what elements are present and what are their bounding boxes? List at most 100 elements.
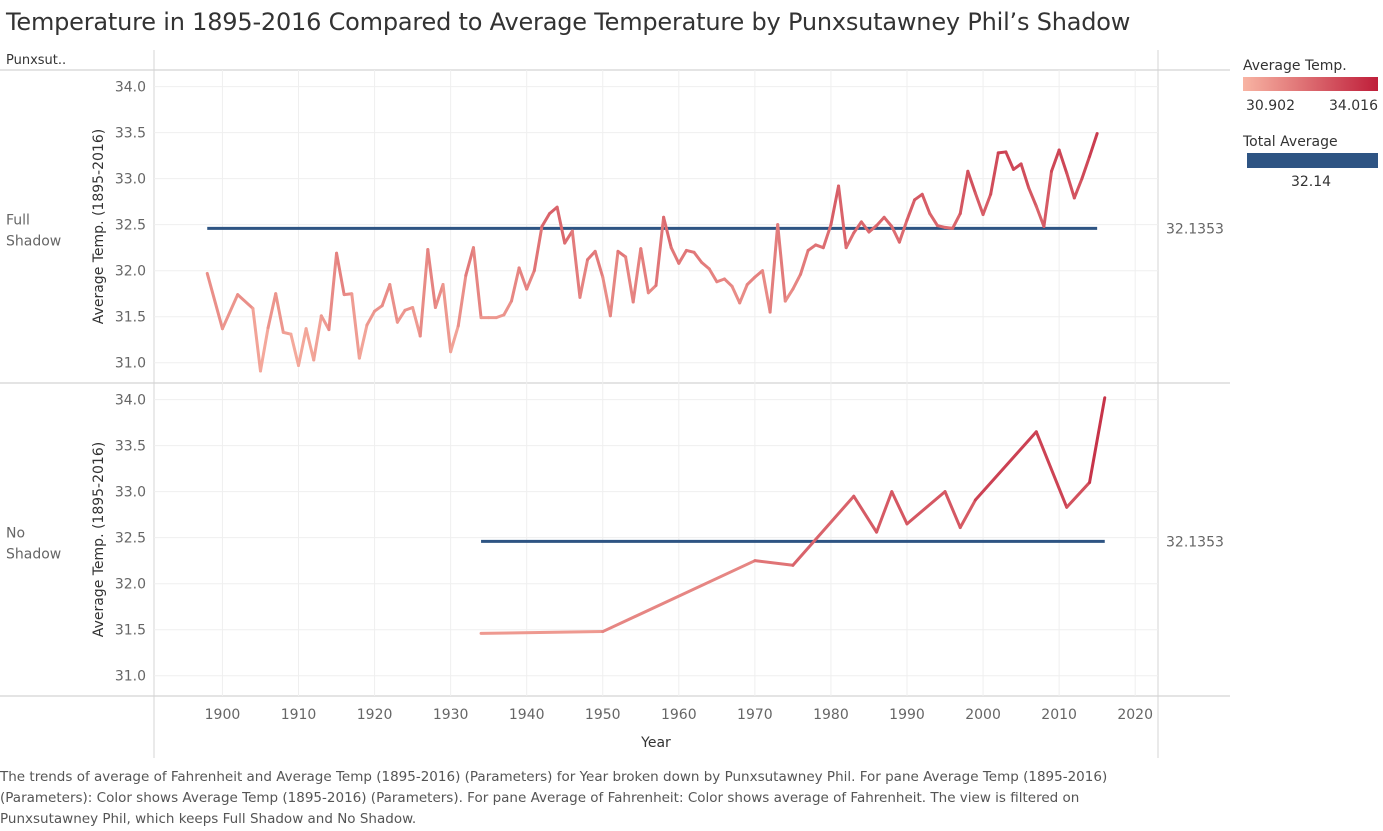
temperature-line-segment[interactable] bbox=[1088, 396, 1107, 484]
temperature-line-segment[interactable] bbox=[760, 269, 772, 314]
temperature-line-segment[interactable] bbox=[867, 224, 879, 234]
temperature-line-segment[interactable] bbox=[1034, 430, 1069, 509]
temperature-line-segment[interactable] bbox=[220, 293, 240, 331]
temperature-line-segment[interactable] bbox=[859, 220, 871, 234]
temperature-line-segment[interactable] bbox=[677, 248, 688, 265]
temperature-line-segment[interactable] bbox=[532, 225, 544, 273]
temperature-line-segment[interactable] bbox=[1065, 480, 1092, 509]
temperature-line-segment[interactable] bbox=[236, 293, 255, 310]
temperature-line-segment[interactable] bbox=[821, 223, 833, 250]
temperature-line-segment[interactable] bbox=[890, 490, 909, 526]
temperature-line-segment[interactable] bbox=[297, 327, 308, 368]
temperature-line-segment[interactable] bbox=[616, 249, 628, 259]
temperature-line-segment[interactable] bbox=[327, 251, 339, 332]
temperature-line-segment[interactable] bbox=[373, 304, 384, 313]
temperature-line-segment[interactable] bbox=[662, 215, 673, 250]
temperature-line-segment[interactable] bbox=[449, 324, 460, 354]
temperature-line-segment[interactable] bbox=[266, 292, 278, 330]
temperature-line-segment[interactable] bbox=[776, 223, 787, 303]
temperature-line-segment[interactable] bbox=[350, 292, 361, 360]
temperature-line-segment[interactable] bbox=[958, 169, 970, 216]
temperature-line-segment[interactable] bbox=[791, 272, 803, 291]
temperature-line-segment[interactable] bbox=[1065, 171, 1076, 200]
temperature-line-segment[interactable] bbox=[365, 309, 377, 327]
temperature-line-segment[interactable] bbox=[852, 494, 879, 534]
temperature-line-segment[interactable] bbox=[258, 326, 270, 373]
temperature-line-segment[interactable] bbox=[905, 490, 947, 526]
temperature-line-segment[interactable] bbox=[768, 223, 780, 314]
temperature-line-segment[interactable] bbox=[441, 282, 453, 354]
temperature-line-segment[interactable] bbox=[745, 275, 757, 286]
temperature-line-segment[interactable] bbox=[829, 184, 841, 227]
temperature-line-segment[interactable] bbox=[570, 229, 582, 299]
temperature-line-segment[interactable] bbox=[426, 248, 437, 310]
temperature-line-segment[interactable] bbox=[304, 327, 316, 362]
temperature-line-segment[interactable] bbox=[578, 258, 590, 299]
temperature-line-segment[interactable] bbox=[654, 215, 666, 287]
temperature-line-segment[interactable] bbox=[388, 282, 399, 324]
temperature-line-segment[interactable] bbox=[555, 205, 567, 245]
temperature-line-segment[interactable] bbox=[753, 559, 795, 567]
temperature-line-segment[interactable] bbox=[601, 275, 612, 318]
temperature-line-segment[interactable] bbox=[722, 277, 734, 288]
temperature-line-segment[interactable] bbox=[1019, 162, 1031, 190]
temperature-line-segment[interactable] bbox=[593, 249, 605, 279]
temperature-line-segment[interactable] bbox=[981, 192, 993, 217]
temperature-line-segment[interactable] bbox=[639, 247, 650, 295]
temperature-line-segment[interactable] bbox=[692, 250, 704, 264]
temperature-line-segment[interactable] bbox=[608, 249, 620, 318]
temperature-line-segment[interactable] bbox=[806, 243, 818, 252]
temperature-line-segment[interactable] bbox=[274, 292, 285, 334]
temperature-line-segment[interactable] bbox=[966, 169, 977, 195]
temperature-line-segment[interactable] bbox=[707, 267, 719, 284]
temperature-line-segment[interactable] bbox=[601, 559, 757, 634]
temperature-line-segment[interactable] bbox=[890, 225, 901, 244]
temperature-line-segment[interactable] bbox=[973, 191, 985, 217]
temperature-line-segment[interactable] bbox=[989, 151, 1000, 196]
temperature-line-segment[interactable] bbox=[669, 246, 681, 265]
temperature-line-segment[interactable] bbox=[897, 218, 909, 244]
temperature-line-segment[interactable] bbox=[837, 184, 848, 250]
temperature-line-segment[interactable] bbox=[1004, 150, 1015, 171]
temperature-line-segment[interactable] bbox=[783, 287, 795, 303]
temperature-line-segment[interactable] bbox=[852, 220, 863, 235]
temperature-line-segment[interactable] bbox=[920, 192, 932, 216]
temperature-line-segment[interactable] bbox=[928, 212, 939, 228]
temperature-line-segment[interactable] bbox=[875, 215, 886, 228]
temperature-line-segment[interactable] bbox=[875, 490, 894, 534]
temperature-line-segment[interactable] bbox=[738, 282, 749, 305]
temperature-line-segment[interactable] bbox=[456, 273, 468, 328]
temperature-line-segment[interactable] bbox=[509, 266, 521, 303]
temperature-line-segment[interactable] bbox=[951, 212, 962, 230]
temperature-line-segment[interactable] bbox=[730, 284, 742, 305]
temperature-line-segment[interactable] bbox=[905, 198, 917, 222]
temperature-line-segment[interactable] bbox=[525, 269, 536, 291]
temperature-line-segment[interactable] bbox=[631, 247, 643, 304]
temperature-line-segment[interactable] bbox=[251, 306, 262, 373]
temperature-line-segment[interactable] bbox=[1027, 186, 1038, 208]
temperature-line-segment[interactable] bbox=[418, 248, 430, 338]
temperature-line-segment[interactable] bbox=[411, 306, 422, 338]
temperature-line-segment[interactable] bbox=[464, 246, 475, 277]
temperature-line-segment[interactable] bbox=[586, 249, 597, 262]
temperature-line-segment[interactable] bbox=[540, 212, 552, 228]
temperature-line-segment[interactable] bbox=[973, 430, 1038, 502]
series-lines[interactable] bbox=[205, 132, 1107, 635]
temperature-line-segment[interactable] bbox=[502, 299, 513, 317]
temperature-line-segment[interactable] bbox=[700, 260, 711, 271]
temperature-line-segment[interactable] bbox=[312, 314, 323, 362]
temperature-line-segment[interactable] bbox=[380, 282, 392, 308]
temperature-line-segment[interactable] bbox=[335, 251, 346, 297]
temperature-line-segment[interactable] bbox=[479, 630, 605, 635]
temperature-line-segment[interactable] bbox=[433, 282, 445, 310]
temperature-line-segment[interactable] bbox=[844, 231, 856, 250]
temperature-line-segment[interactable] bbox=[1050, 148, 1061, 173]
temperature-line-segment[interactable] bbox=[517, 266, 529, 291]
temperature-line-segment[interactable] bbox=[1057, 148, 1069, 175]
temperature-line-segment[interactable] bbox=[1072, 177, 1084, 200]
temperature-line-segment[interactable] bbox=[1080, 155, 1092, 181]
temperature-line-segment[interactable] bbox=[913, 192, 924, 202]
temperature-line-segment[interactable] bbox=[882, 215, 894, 228]
temperature-line-segment[interactable] bbox=[289, 332, 301, 368]
